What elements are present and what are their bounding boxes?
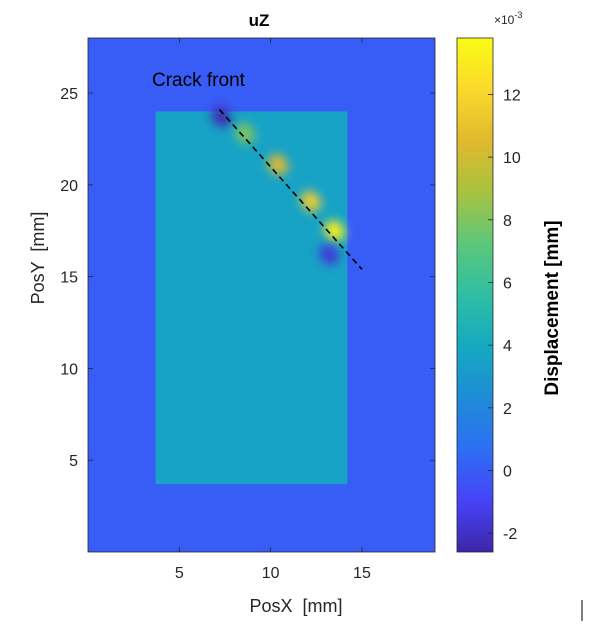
chart-title: uZ [249,11,270,30]
crack-front-annotation: Crack front [152,70,246,91]
hot-spot-1 [235,123,256,144]
colorbar-tick-label-12: 12 [503,87,521,104]
y-axis-label: PosY [mm] [28,212,48,305]
colorbar-tick-label-2: 2 [503,401,512,418]
x-tick-label-15: 15 [353,565,371,582]
y-tick-label-25: 25 [60,86,78,103]
hot-spot-0 [211,106,232,128]
x-tick-label-5: 5 [175,565,184,582]
y-tick-label-15: 15 [60,270,78,287]
colorbar-tick-label-4: 4 [503,338,512,355]
x-axis-ticks: 5 10 15 [175,38,371,582]
colorbar-tick-label--2: -2 [503,526,517,543]
hot-spot-4 [324,220,345,241]
colorbar-tick-label-8: 8 [503,213,512,230]
crack-front-line [218,109,363,270]
specimen-region [155,111,348,485]
colorbar-tick-label-6: 6 [503,275,512,292]
y-tick-label-5: 5 [69,453,78,470]
colorbar-ticks: -2 0 2 4 6 8 10 12 [488,87,521,543]
colorbar-label: Displacement [mm] [542,220,563,395]
hot-spot-3 [300,191,321,212]
y-axis-ticks: 5 10 15 20 25 [60,86,435,470]
y-tick-label-20: 20 [60,178,78,195]
colorbar-gradient [456,37,494,553]
x-axis-label: PosX [mm] [249,596,342,616]
colorbar-exponent: ×10-3 [494,10,522,27]
colorbar-tick-label-10: 10 [503,150,521,167]
plot-area: Crack front [87,37,436,553]
colorbar-tick-label-0: 0 [503,464,512,481]
y-tick-label-10: 10 [60,361,78,378]
colorbar: -2 0 2 4 6 8 10 12 ×10-3 Displacement [mm] [456,10,563,553]
plot-frame [87,37,436,553]
displacement-spots [211,106,345,265]
hot-spot-5 [319,244,340,265]
x-tick-label-10: 10 [262,565,280,582]
